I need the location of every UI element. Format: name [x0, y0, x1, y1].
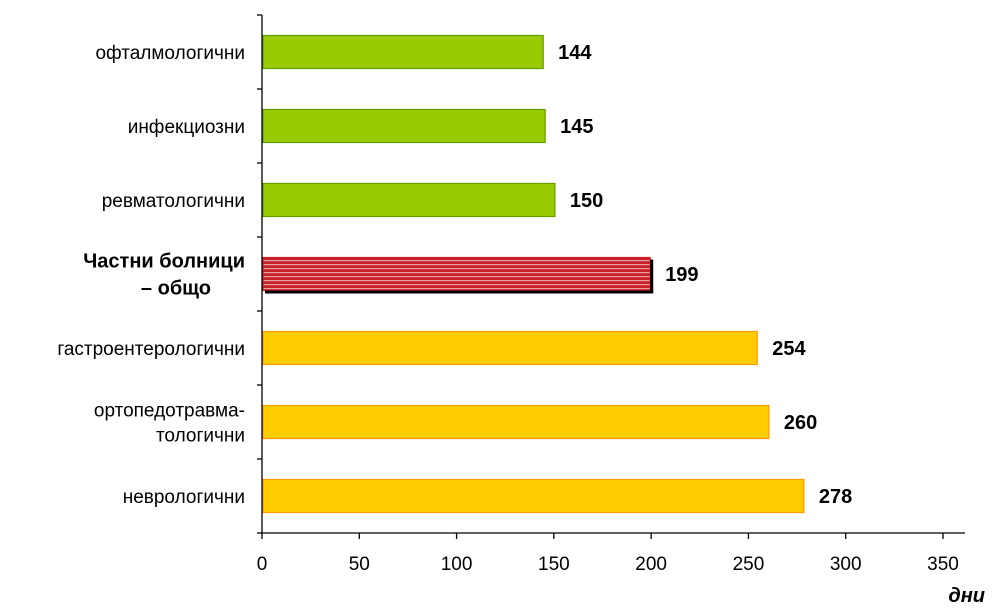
value-label-0: 144 [558, 42, 592, 64]
value-label-2: 150 [570, 190, 603, 212]
category-label-6: неврологични [123, 487, 245, 508]
category-label-0: офталмологични [95, 43, 245, 64]
value-label-5: 260 [784, 412, 817, 434]
x-tick-label-5: 250 [733, 554, 765, 575]
category-label-line: – общо [141, 278, 211, 300]
x-tick-label-1: 50 [349, 554, 370, 575]
bars-layer [262, 34, 805, 514]
bar-shadow-right [650, 259, 654, 293]
bar-5 [262, 404, 770, 440]
category-label-2: ревматологични [102, 191, 245, 212]
x-tick-label-6: 300 [830, 554, 862, 575]
bar-shadow-bottom [265, 290, 654, 294]
bar-6 [262, 478, 805, 514]
category-label-5: ортопедотравма-тологични [94, 401, 245, 447]
category-labels: офталмологични инфекциозни ревматологични Ч… [57, 43, 245, 508]
bar-1 [262, 108, 546, 144]
x-tick-label-3: 150 [538, 554, 570, 575]
category-label-4: гастроентерологични [57, 339, 245, 360]
x-tick-label-4: 200 [635, 554, 667, 575]
category-label-1: инфекциозни [128, 117, 245, 138]
value-label-6: 278 [819, 486, 852, 508]
bar-4 [262, 330, 758, 366]
x-axis-title: дни [948, 585, 985, 607]
value-labels: 144 145 150 199 254 260 278 [558, 42, 852, 508]
value-label-1: 145 [560, 116, 593, 138]
x-tick-label-0: 0 [257, 554, 268, 575]
bar-2 [262, 182, 556, 218]
category-label-line: Частни болници [83, 251, 245, 273]
value-label-3: 199 [665, 264, 698, 286]
bar-0 [262, 34, 544, 70]
category-label-line: ортопедотравма- [94, 401, 245, 422]
value-label-4: 254 [772, 338, 806, 360]
category-label-line: тологични [156, 426, 245, 447]
bar-3 [262, 256, 651, 292]
category-label-3: Частни болници – общо [83, 251, 245, 300]
axes: 0 50 100 150 200 250 300 350 [257, 14, 965, 575]
x-tick-label-2: 100 [441, 554, 473, 575]
x-tick-label-7: 350 [927, 554, 959, 575]
